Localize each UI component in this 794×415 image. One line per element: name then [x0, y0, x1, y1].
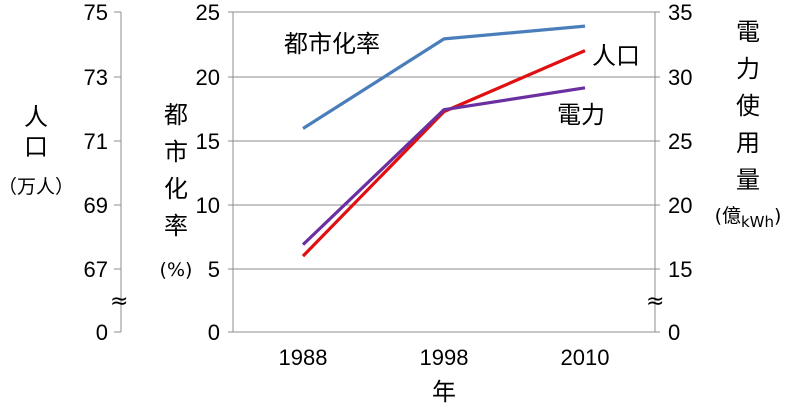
right-tick-label: 35 [668, 0, 692, 25]
right-axis-title: 力 [736, 55, 760, 83]
series-lines [301, 24, 586, 258]
x-tick-label: 1988 [279, 345, 328, 370]
left-inner-tick-label: 10 [196, 193, 220, 218]
axes [120, 12, 656, 333]
left-outer-axis-title: 人 [24, 103, 48, 131]
left-inner-tick-label: 5 [208, 257, 220, 282]
left-outer-tick-label: 75 [84, 0, 108, 25]
right-axis-break-icon: ≈ [646, 289, 664, 314]
left-inner-axis-title: 化 [164, 175, 188, 203]
left-outer-axis-title: 口 [24, 133, 48, 161]
left-outer-tick-label: 73 [84, 65, 108, 90]
left-outer-tick-label: 0 [96, 320, 108, 345]
left-outer-tick-label: 69 [84, 193, 108, 218]
left-inner-axis-title: 都 [164, 101, 188, 129]
right-tick-label: 30 [668, 65, 692, 90]
x-tick-label: 2010 [561, 345, 610, 370]
series-line [301, 49, 586, 258]
left-inner-tick-label: 0 [208, 320, 220, 345]
series-line [301, 86, 586, 246]
grid-lines [233, 11, 655, 270]
right-tick-label: 15 [668, 257, 692, 282]
left-inner-axis-unit: (%) [160, 259, 193, 281]
left-outer-tick-label: 67 [84, 257, 108, 282]
right-axis-title: 電 [736, 18, 760, 46]
right-tick-label: 20 [668, 193, 692, 218]
series-label: 電力 [557, 101, 605, 129]
left-inner-tick-label: 25 [196, 0, 220, 25]
series-label: 都市化率 [284, 30, 380, 58]
right-axis-title: 使 [736, 92, 760, 120]
series-line [302, 24, 586, 130]
right-ticks: 35 30 25 20 15 0 [655, 0, 692, 345]
series-label: 人口 [592, 42, 640, 70]
x-axis-label: 年 [432, 378, 456, 406]
right-axis-unit: (億kWh) [715, 205, 782, 231]
right-axis-title: 用 [736, 129, 760, 157]
left-inner-tick-label: 20 [196, 65, 220, 90]
left-inner-tick-label: 15 [196, 129, 220, 154]
left-outer-axis-unit: （万人） [0, 176, 74, 198]
left-outer-tick-label: 71 [84, 129, 108, 154]
left-outer-ticks: 75 73 71 69 67 0 [84, 0, 121, 345]
x-ticks: 1988 1998 2010 [279, 345, 610, 370]
left-inner-axis-title: 市 [164, 138, 188, 166]
left-inner-ticks: 25 20 15 10 5 0 [196, 0, 233, 345]
left-inner-axis-title: 率 [164, 212, 188, 240]
left-axis-break-icon: ≈ [110, 289, 128, 314]
right-tick-label: 25 [668, 129, 692, 154]
right-axis-title: 量 [736, 166, 760, 194]
x-tick-label: 1998 [420, 345, 469, 370]
right-tick-label: 0 [668, 320, 680, 345]
